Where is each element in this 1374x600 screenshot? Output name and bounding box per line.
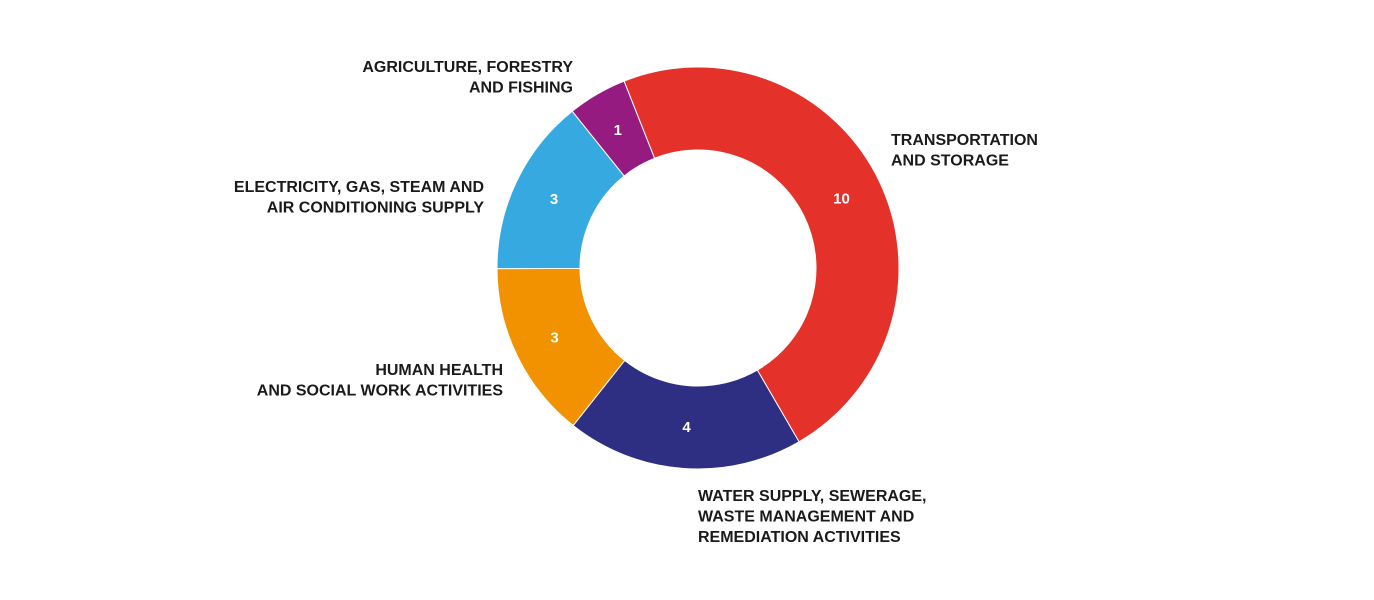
slice-category-label-line: WATER SUPPLY, SEWERAGE, xyxy=(698,488,926,505)
donut-slice xyxy=(572,359,800,470)
slice-category-label: WATER SUPPLY, SEWERAGE, WASTE MANAGEMENT … xyxy=(698,488,926,546)
slice-category-label-line: AND SOCIAL WORK ACTIVITIES xyxy=(257,383,504,400)
slice-value-label: 3 xyxy=(550,191,558,208)
slice-category-label-line: HUMAN HEALTH xyxy=(375,362,503,379)
slice-category-label-line: AIR CONDITIONING SUPPLY xyxy=(267,200,485,217)
slice-category-label-line: AND FISHING xyxy=(469,80,573,97)
slice-category-label-line: TRANSPORTATION xyxy=(891,132,1038,149)
slice-value-label: 10 xyxy=(833,190,850,207)
slice-value-label: 4 xyxy=(682,419,691,436)
slice-category-label-line: AND STORAGE xyxy=(891,153,1009,170)
slice-category-label: ELECTRICITY, GAS, STEAM AND AIR CONDITION… xyxy=(234,179,484,217)
slice-category-label: HUMAN HEALTH AND SOCIAL WORK ACTIVITIES xyxy=(257,362,504,400)
slice-category-label-line: ELECTRICITY, GAS, STEAM AND xyxy=(234,179,484,196)
slice-category-label-line: WASTE MANAGEMENT AND xyxy=(698,509,914,526)
donut-slice xyxy=(623,66,900,443)
slice-category-label: AGRICULTURE, FORESTRY AND FISHING xyxy=(362,59,573,97)
slice-value-label: 3 xyxy=(550,330,558,347)
slice-value-label: 1 xyxy=(614,122,622,139)
slice-category-label-line: REMEDIATION ACTIVITIES xyxy=(698,529,901,546)
donut-slice xyxy=(571,80,656,177)
slice-category-label-line: AGRICULTURE, FORESTRY xyxy=(362,59,573,76)
slice-category-label: TRANSPORTATION AND STORAGE xyxy=(891,132,1038,170)
